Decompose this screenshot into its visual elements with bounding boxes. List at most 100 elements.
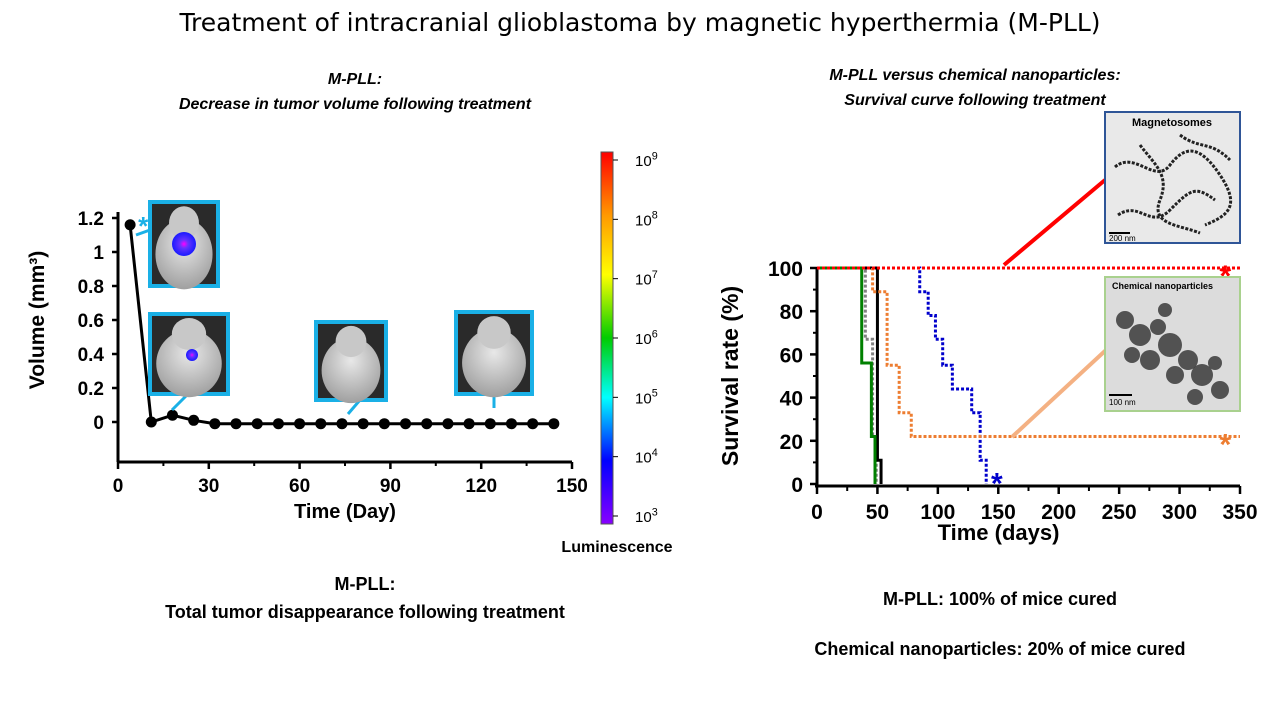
x-tick-label: 0: [811, 501, 823, 524]
tem-micrograph-image: [1179, 133, 1232, 162]
survival-series-line: [817, 266, 1240, 438]
volume-point: [484, 418, 496, 430]
tem-micrograph-image: [1138, 144, 1201, 235]
y-tick-label: 20: [780, 431, 803, 454]
left-subtitle-line1: M-PLL:: [327, 71, 383, 88]
significance-star-blue: *: [991, 467, 1003, 500]
x-tick-label: 250: [1102, 501, 1137, 524]
mouse-head: [335, 325, 367, 358]
volume-point: [230, 418, 242, 430]
volume-chart: 0 0.2 0.4 0.6 0.8 1 1.2 0 30 60 90 120 150 Time (Day)…: [26, 150, 673, 556]
right-caption: M-PLL: 100% of mice cured Chemical nanop…: [760, 574, 1240, 674]
right-subtitle-line1: M-PLL versus chemical nanoparticles:: [829, 67, 1121, 84]
colorbar: 109 108 107 106 105 104 103 Luminescence: [561, 150, 672, 556]
mouse-luminescence-image: [462, 328, 526, 398]
image-connector-line: [135, 228, 151, 237]
inset-magnetosomes-frame: [1104, 111, 1241, 244]
colorbar-tick-label: 107: [635, 269, 658, 289]
y-tick-label: 0: [791, 474, 803, 497]
colorbar-label: Luminescence: [561, 539, 672, 556]
volume-point: [463, 418, 475, 430]
right-subtitle-line2: Survival curve following treatment: [844, 92, 1106, 109]
tem-micrograph-image: [1116, 311, 1134, 329]
x-tick-label: 90: [380, 476, 401, 497]
volume-point: [209, 418, 221, 430]
tem-micrograph-image: [1191, 364, 1213, 386]
page-title: Treatment of intracranial glioblastoma b…: [179, 8, 1101, 37]
volume-point: [251, 418, 263, 430]
left-caption: M-PLL: Total tumor disappearance followi…: [110, 570, 620, 626]
y-tick-label: 1.2: [78, 209, 104, 230]
tumor-signal: [186, 349, 198, 361]
y-tick-label: 0.8: [78, 277, 104, 298]
tem-micrograph-image: [1124, 347, 1140, 363]
y-axis-label: Volume (mm³): [26, 251, 49, 389]
tem-micrograph-image: [1117, 189, 1216, 219]
volume-point: [357, 418, 369, 430]
survival-series-line: [817, 266, 988, 484]
y-tick-label: 0.6: [78, 311, 104, 332]
volume-point: [166, 409, 178, 421]
colorbar-tick-label: 106: [635, 328, 658, 348]
x-tick-label: 350: [1222, 501, 1257, 524]
y-tick-label: 60: [780, 344, 803, 367]
mouse-luminescence-image: [321, 337, 381, 404]
tem-micrograph-image: [1208, 356, 1222, 370]
inset-nanoparticles-scale: 100 nm: [1109, 398, 1136, 407]
y-axis-label: Survival rate (%): [717, 286, 743, 466]
significance-star: *: [138, 211, 149, 241]
left-subtitle-line2: Decrease in tumor volume following treat…: [178, 96, 532, 113]
tem-micrograph-image: [1140, 350, 1160, 370]
tem-micrograph-image: [1187, 389, 1203, 405]
volume-axes: 0 0.2 0.4 0.6 0.8 1 1.2 0 30 60 90 120 150 Time (Day)…: [26, 209, 588, 523]
volume-point: [336, 418, 348, 430]
tem-micrograph-image: [1211, 381, 1229, 399]
x-axis-label: Time (Day): [294, 501, 396, 523]
volume-point: [505, 418, 517, 430]
mouse-head: [171, 318, 207, 350]
survival-series-line: [817, 266, 878, 484]
survival-series-line: [817, 266, 877, 484]
x-tick-label: 300: [1162, 501, 1197, 524]
volume-point: [145, 416, 157, 428]
volume-point: [378, 418, 390, 430]
right-caption-line1: M-PLL: 100% of mice cured: [882, 589, 1118, 609]
inset-nanoparticles-label: Chemical nanoparticles: [1112, 281, 1213, 291]
right-caption-line2: Chemical nanoparticles: 20% of mice cure…: [814, 639, 1186, 659]
x-tick-label: 100: [920, 501, 955, 524]
left-caption-line1: M-PLL:: [334, 574, 396, 594]
x-tick-label: 150: [556, 476, 588, 497]
tem-micrograph-image: [1114, 149, 1233, 227]
x-tick-label: 30: [198, 476, 219, 497]
mouse-luminescence-image: [156, 330, 222, 398]
tem-micrograph-image: [1150, 319, 1166, 335]
colorbar-tick-label: 108: [635, 210, 658, 230]
y-tick-label: 0.2: [78, 379, 104, 400]
significance-star-orange: *: [1219, 428, 1231, 461]
colorbar-tick-label: 105: [635, 388, 658, 408]
left-subtitle: M-PLL: Decrease in tumor volume followin…: [150, 67, 560, 117]
inset-connector-orange: [1010, 348, 1108, 439]
x-tick-label: 0: [113, 476, 124, 497]
right-subtitle: M-PLL versus chemical nanoparticles: Sur…: [770, 63, 1180, 113]
volume-point: [442, 418, 454, 430]
x-tick-label: 60: [289, 476, 310, 497]
colorbar-tick-label: 103: [635, 506, 658, 526]
tem-micrograph-image: [1158, 333, 1182, 357]
image-connector-line: [346, 399, 362, 415]
survival-axes: 0 20 40 60 80 100 0 50 100 150 200 250 300 350 Time (d…: [717, 258, 1258, 545]
tem-micrograph-image: [1158, 303, 1172, 317]
volume-point: [527, 418, 539, 430]
mouse-head: [477, 316, 511, 349]
tem-micrograph-image: [1129, 324, 1151, 346]
x-tick-label: 50: [866, 501, 889, 524]
inset-magnetosomes-scale: 200 nm: [1109, 234, 1136, 243]
volume-point: [188, 414, 200, 426]
y-tick-label: 40: [780, 388, 803, 411]
volume-point: [548, 418, 560, 430]
volume-point: [315, 418, 327, 430]
survival-chart: 0 20 40 60 80 100 0 50 100 150 200 250 300 350 Time (d…: [717, 111, 1258, 545]
volume-point: [272, 418, 284, 430]
x-axis-label: Time (days): [938, 520, 1060, 545]
volume-series: *: [124, 211, 560, 430]
